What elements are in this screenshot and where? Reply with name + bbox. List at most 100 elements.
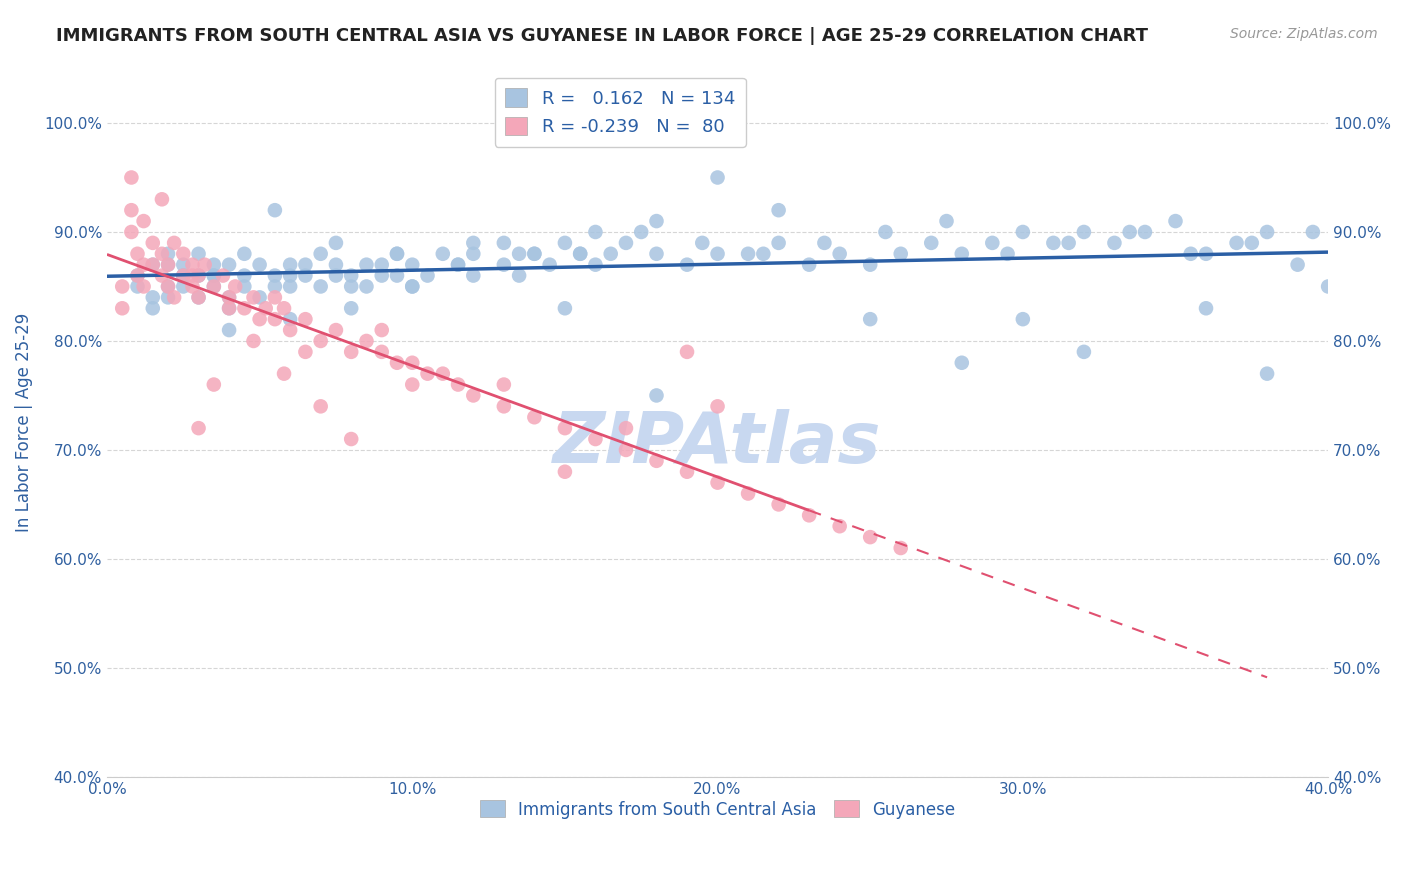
Point bbox=[127, 279, 149, 293]
Point bbox=[583, 432, 606, 446]
Point bbox=[768, 203, 790, 218]
Point bbox=[1118, 225, 1140, 239]
Point bbox=[950, 247, 973, 261]
Point bbox=[706, 170, 728, 185]
Point bbox=[768, 497, 790, 511]
Point bbox=[142, 301, 165, 316]
Point bbox=[645, 388, 668, 402]
Point bbox=[1195, 247, 1218, 261]
Point bbox=[157, 258, 180, 272]
Point bbox=[523, 247, 546, 261]
Point bbox=[463, 388, 485, 402]
Point bbox=[294, 258, 316, 272]
Point bbox=[371, 268, 394, 283]
Y-axis label: In Labor Force | Age 25-29: In Labor Force | Age 25-29 bbox=[15, 313, 32, 533]
Point bbox=[706, 400, 728, 414]
Point bbox=[554, 421, 576, 435]
Point bbox=[401, 356, 423, 370]
Point bbox=[120, 170, 142, 185]
Point bbox=[1164, 214, 1187, 228]
Point bbox=[1195, 301, 1218, 316]
Point bbox=[111, 301, 134, 316]
Point bbox=[249, 258, 271, 272]
Point bbox=[401, 279, 423, 293]
Point bbox=[172, 268, 194, 283]
Point bbox=[508, 268, 530, 283]
Point bbox=[218, 290, 240, 304]
Point bbox=[278, 279, 301, 293]
Point bbox=[202, 268, 225, 283]
Point bbox=[385, 356, 408, 370]
Point bbox=[278, 268, 301, 283]
Point bbox=[797, 508, 820, 523]
Point bbox=[463, 235, 485, 250]
Point bbox=[142, 258, 165, 272]
Point bbox=[1240, 235, 1263, 250]
Point bbox=[224, 279, 246, 293]
Point bbox=[645, 454, 668, 468]
Point bbox=[340, 344, 363, 359]
Point bbox=[172, 268, 194, 283]
Point bbox=[797, 258, 820, 272]
Point bbox=[1256, 225, 1278, 239]
Point bbox=[432, 247, 454, 261]
Point bbox=[264, 268, 287, 283]
Point bbox=[859, 312, 882, 326]
Point bbox=[172, 268, 194, 283]
Point bbox=[187, 290, 209, 304]
Point bbox=[1011, 312, 1033, 326]
Point bbox=[1256, 367, 1278, 381]
Point bbox=[1104, 235, 1126, 250]
Point bbox=[187, 268, 209, 283]
Point bbox=[187, 421, 209, 435]
Point bbox=[325, 258, 347, 272]
Point bbox=[385, 247, 408, 261]
Point bbox=[385, 247, 408, 261]
Point bbox=[508, 247, 530, 261]
Point bbox=[278, 312, 301, 326]
Point bbox=[583, 258, 606, 272]
Point bbox=[416, 367, 439, 381]
Point bbox=[828, 519, 851, 533]
Point bbox=[150, 268, 173, 283]
Point bbox=[1073, 344, 1095, 359]
Point bbox=[538, 258, 561, 272]
Text: ZIPAtlas: ZIPAtlas bbox=[554, 409, 882, 478]
Point bbox=[356, 334, 378, 348]
Point bbox=[142, 235, 165, 250]
Point bbox=[676, 465, 699, 479]
Point bbox=[676, 258, 699, 272]
Point bbox=[340, 279, 363, 293]
Point bbox=[202, 268, 225, 283]
Point bbox=[463, 247, 485, 261]
Point bbox=[218, 301, 240, 316]
Point bbox=[273, 301, 295, 316]
Point bbox=[385, 268, 408, 283]
Point bbox=[163, 235, 186, 250]
Point bbox=[492, 400, 515, 414]
Point bbox=[1042, 235, 1064, 250]
Point bbox=[264, 279, 287, 293]
Point bbox=[447, 377, 470, 392]
Point bbox=[325, 235, 347, 250]
Point bbox=[325, 323, 347, 337]
Point bbox=[309, 334, 332, 348]
Point bbox=[1302, 225, 1324, 239]
Point bbox=[614, 235, 637, 250]
Point bbox=[127, 247, 149, 261]
Point bbox=[264, 312, 287, 326]
Point bbox=[157, 279, 180, 293]
Point bbox=[447, 258, 470, 272]
Point bbox=[187, 290, 209, 304]
Point bbox=[1225, 235, 1247, 250]
Point bbox=[569, 247, 592, 261]
Point bbox=[356, 258, 378, 272]
Point bbox=[583, 225, 606, 239]
Point bbox=[233, 279, 256, 293]
Point bbox=[157, 290, 180, 304]
Point bbox=[416, 268, 439, 283]
Point bbox=[187, 268, 209, 283]
Point bbox=[981, 235, 1004, 250]
Point bbox=[127, 268, 149, 283]
Point bbox=[202, 377, 225, 392]
